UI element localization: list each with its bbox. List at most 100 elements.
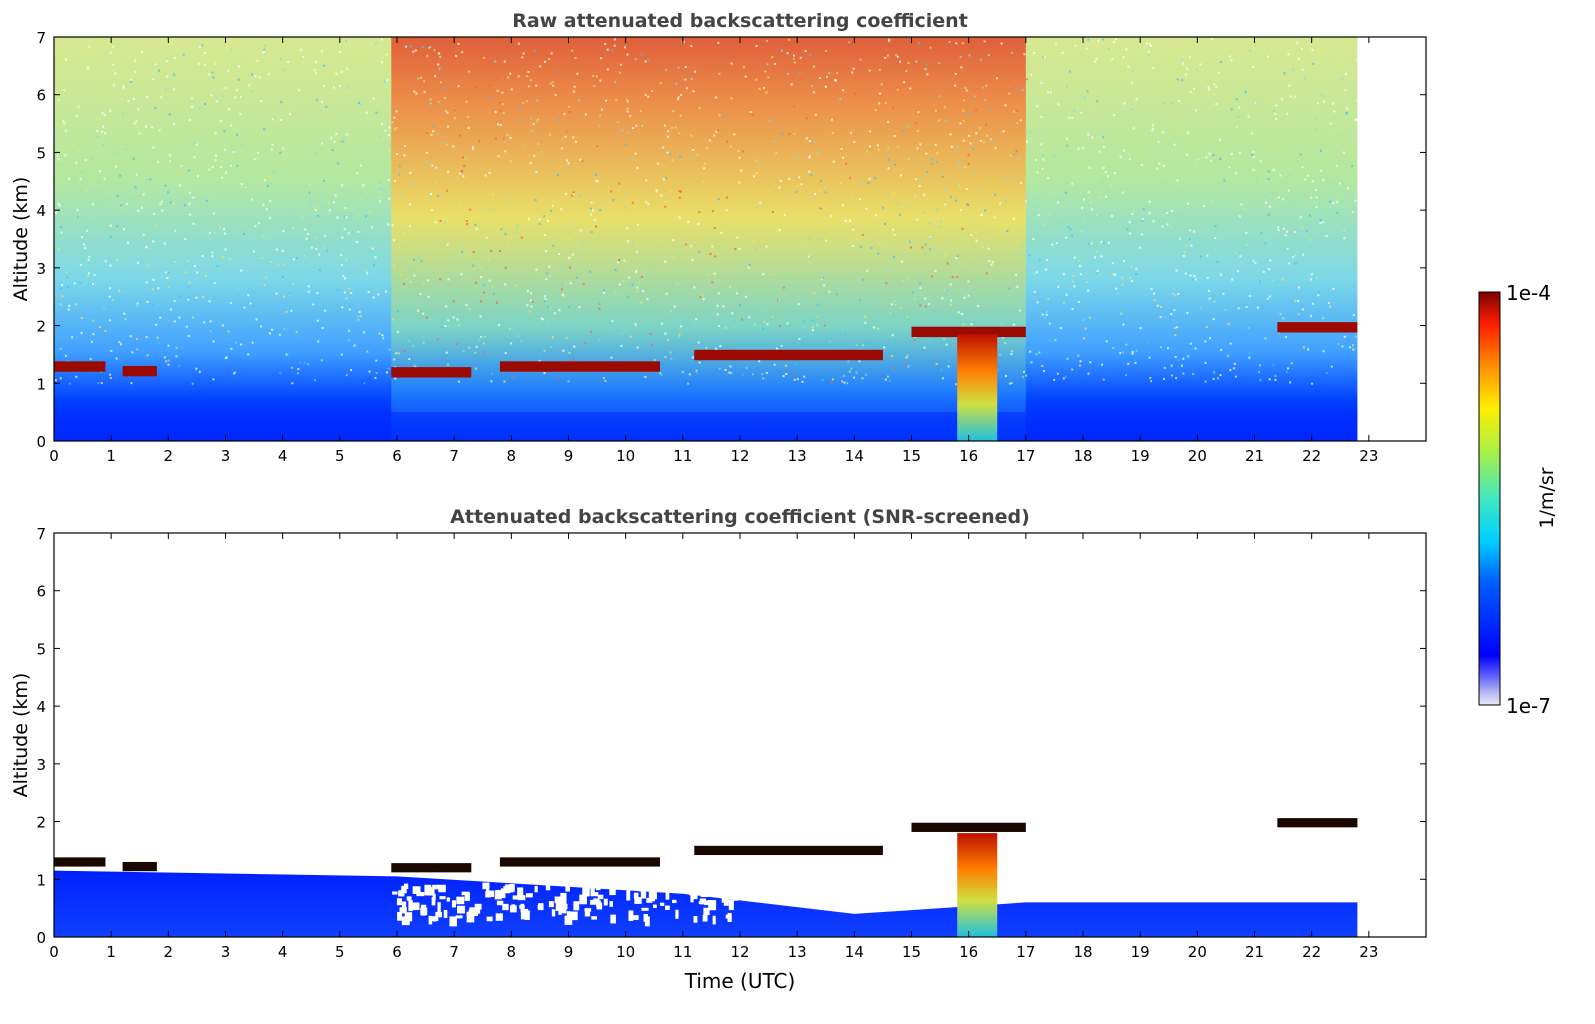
raw-speckle <box>136 348 139 351</box>
raw-speckle <box>111 299 114 302</box>
raw-speckle <box>295 257 298 260</box>
raw-speckle <box>1230 108 1233 111</box>
raw-speckle <box>1240 203 1243 206</box>
raw-speckle <box>1036 197 1039 200</box>
raw-speckle <box>430 195 433 198</box>
raw-speckle <box>614 269 617 272</box>
raw-speckle <box>1001 336 1004 339</box>
raw-speckle <box>1276 124 1279 127</box>
raw-speckle <box>1042 56 1045 59</box>
raw-speckle <box>941 377 944 380</box>
raw-speckle <box>232 151 235 154</box>
raw-speckle <box>753 323 756 326</box>
raw-speckle <box>135 120 138 123</box>
raw-speckle <box>1272 279 1275 282</box>
raw-speckle <box>835 283 838 286</box>
raw-speckle <box>678 216 681 219</box>
raw-speckle <box>437 194 440 197</box>
raw-speckle <box>504 150 507 153</box>
raw-speckle <box>823 284 826 287</box>
raw-speckle <box>531 300 534 303</box>
raw-speckle <box>955 257 958 260</box>
raw-speckle <box>1068 70 1071 73</box>
raw-speckle <box>666 196 669 199</box>
raw-speckle <box>959 55 962 58</box>
y-tick-label: 2 <box>36 318 46 336</box>
raw-speckle <box>499 123 502 126</box>
raw-speckle <box>147 148 150 151</box>
raw-speckle <box>641 124 644 127</box>
raw-speckle <box>898 213 901 216</box>
raw-speckle <box>864 321 867 324</box>
raw-speckle <box>1114 38 1117 41</box>
raw-speckle <box>1045 313 1048 316</box>
snr-gap <box>579 894 587 905</box>
raw-speckle <box>130 382 133 385</box>
raw-speckle <box>428 68 431 71</box>
raw-speckle <box>1351 211 1354 214</box>
raw-speckle <box>295 330 298 333</box>
raw-speckle <box>289 112 292 115</box>
raw-speckle <box>127 99 130 102</box>
raw-speckle <box>993 216 996 219</box>
raw-speckle <box>738 181 741 184</box>
raw-speckle <box>350 292 353 295</box>
raw-speckle <box>175 216 178 219</box>
raw-speckle <box>151 288 154 291</box>
raw-speckle <box>1185 244 1188 247</box>
raw-speckle <box>967 162 970 165</box>
raw-speckle <box>146 354 149 357</box>
raw-speckle <box>1150 380 1153 383</box>
raw-speckle <box>798 71 801 74</box>
raw-speckle <box>938 119 941 122</box>
snr-gap <box>584 908 591 917</box>
raw-speckle <box>821 277 824 280</box>
raw-speckle <box>899 307 902 310</box>
raw-speckle <box>180 165 183 168</box>
raw-speckle <box>1184 73 1187 76</box>
raw-speckle <box>363 331 366 334</box>
raw-speckle <box>67 359 70 362</box>
raw-speckle <box>728 371 731 374</box>
x-tick-label: 7 <box>449 447 459 465</box>
raw-speckle <box>257 256 260 259</box>
snr-cloud-layer <box>694 845 883 856</box>
raw-speckle <box>90 340 93 343</box>
raw-speckle <box>670 357 673 360</box>
raw-speckle <box>1338 182 1341 185</box>
raw-speckle <box>709 252 712 255</box>
raw-speckle <box>602 289 605 292</box>
raw-speckle <box>742 150 745 153</box>
raw-speckle <box>118 289 121 292</box>
snr-gap <box>555 900 561 911</box>
raw-speckle <box>395 126 398 129</box>
raw-speckle <box>1012 177 1015 180</box>
raw-speckle <box>1055 42 1058 45</box>
raw-speckle <box>137 209 140 212</box>
raw-speckle <box>535 268 538 271</box>
snr-gap <box>573 901 580 911</box>
raw-speckle <box>227 330 230 333</box>
raw-speckle <box>1067 226 1070 229</box>
raw-speckle <box>360 50 363 53</box>
raw-speckle <box>1287 53 1290 56</box>
raw-speckle <box>1171 101 1174 104</box>
raw-speckle <box>436 338 439 341</box>
raw-speckle <box>1000 323 1003 326</box>
raw-speckle <box>531 129 534 132</box>
raw-speckle <box>1028 131 1031 134</box>
raw-speckle <box>1258 371 1261 374</box>
raw-speckle <box>1345 112 1348 115</box>
raw-speckle <box>894 56 897 59</box>
raw-speckle <box>711 281 714 284</box>
raw-speckle <box>705 346 708 349</box>
raw-speckle <box>357 318 360 321</box>
raw-speckle <box>1228 166 1231 169</box>
raw-speckle <box>1354 335 1357 338</box>
raw-speckle <box>533 49 536 52</box>
raw-speckle <box>466 115 469 118</box>
raw-speckle <box>839 98 842 101</box>
raw-speckle <box>694 70 697 73</box>
raw-speckle <box>1267 170 1270 173</box>
raw-speckle <box>1268 378 1271 381</box>
